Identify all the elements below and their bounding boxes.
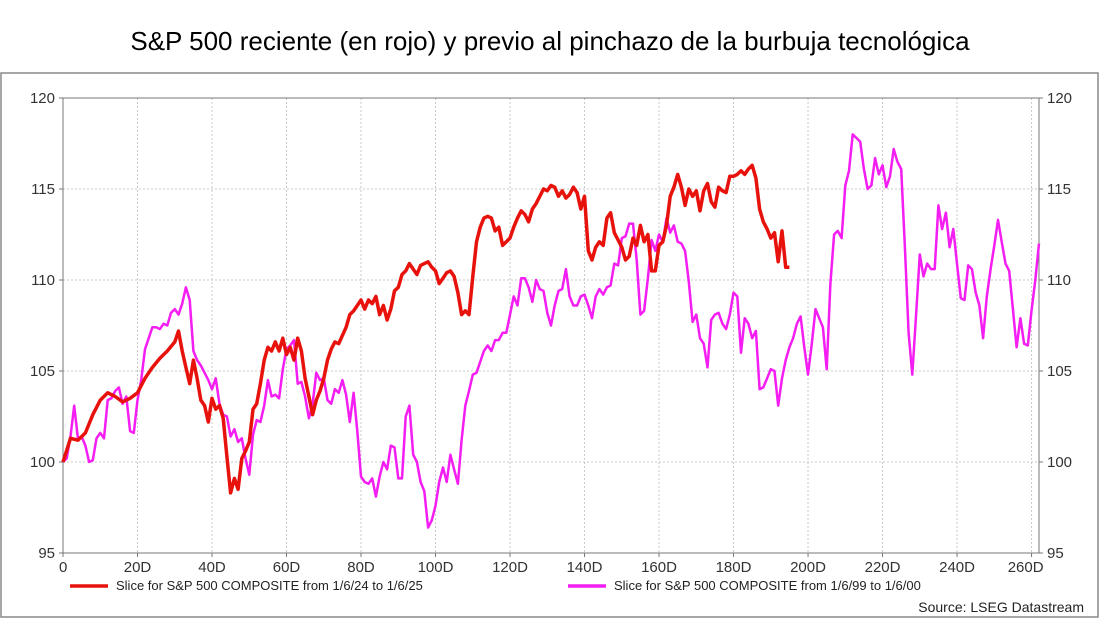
series-line-1 bbox=[62, 133, 1041, 529]
x-tick-label: 100D bbox=[418, 559, 454, 576]
source-note: Source: LSEG Datastream bbox=[918, 599, 1084, 615]
y-tick-label-right: 95 bbox=[1047, 545, 1064, 562]
series-lines bbox=[61, 133, 1041, 529]
legend: Slice for S&P 500 COMPOSITE from 1/6/24 … bbox=[70, 578, 921, 593]
x-tick-label: 140D bbox=[567, 559, 603, 576]
y-tick-label-right: 110 bbox=[1047, 272, 1071, 289]
axis-ticks: 95 95 100 100 105 105 110 110 115 115 120 120 0 20D 40… bbox=[30, 90, 1072, 576]
y-tick-label-left: 95 bbox=[38, 545, 55, 562]
plot-area-border bbox=[62, 97, 1040, 554]
x-tick-label: 220D bbox=[865, 559, 901, 576]
x-tick-label: 0 bbox=[59, 559, 67, 576]
x-tick-label: 160D bbox=[641, 559, 677, 576]
chart-frame bbox=[0, 72, 1099, 618]
y-tick-label-left: 100 bbox=[30, 454, 55, 471]
y-tick-label-left: 110 bbox=[31, 272, 55, 289]
y-tick-label-left: 115 bbox=[31, 181, 55, 198]
y-tick-label-left: 105 bbox=[30, 363, 55, 380]
y-tick-label-right: 115 bbox=[1047, 181, 1071, 198]
x-tick-label: 260D bbox=[1008, 559, 1044, 576]
y-tick-label-right: 105 bbox=[1047, 363, 1072, 380]
x-tick-label: 200D bbox=[790, 559, 826, 576]
series-line-0 bbox=[61, 163, 790, 495]
chart-title: S&P 500 reciente (en rojo) y previo al p… bbox=[130, 26, 970, 56]
legend-label: Slice for S&P 500 COMPOSITE from 1/6/99 … bbox=[614, 578, 921, 593]
x-tick-label: 120D bbox=[492, 559, 528, 576]
x-tick-label: 240D bbox=[939, 559, 975, 576]
x-tick-label: 20D bbox=[124, 559, 152, 576]
y-tick-label-left: 120 bbox=[30, 90, 55, 107]
x-tick-label: 180D bbox=[716, 559, 752, 576]
x-tick-label: 40D bbox=[198, 559, 226, 576]
y-tick-label-right: 100 bbox=[1047, 454, 1072, 471]
x-tick-label: 80D bbox=[347, 559, 375, 576]
legend-label: Slice for S&P 500 COMPOSITE from 1/6/24 … bbox=[116, 578, 423, 593]
x-tick-label: 60D bbox=[273, 559, 301, 576]
y-tick-label-right: 120 bbox=[1047, 90, 1072, 107]
